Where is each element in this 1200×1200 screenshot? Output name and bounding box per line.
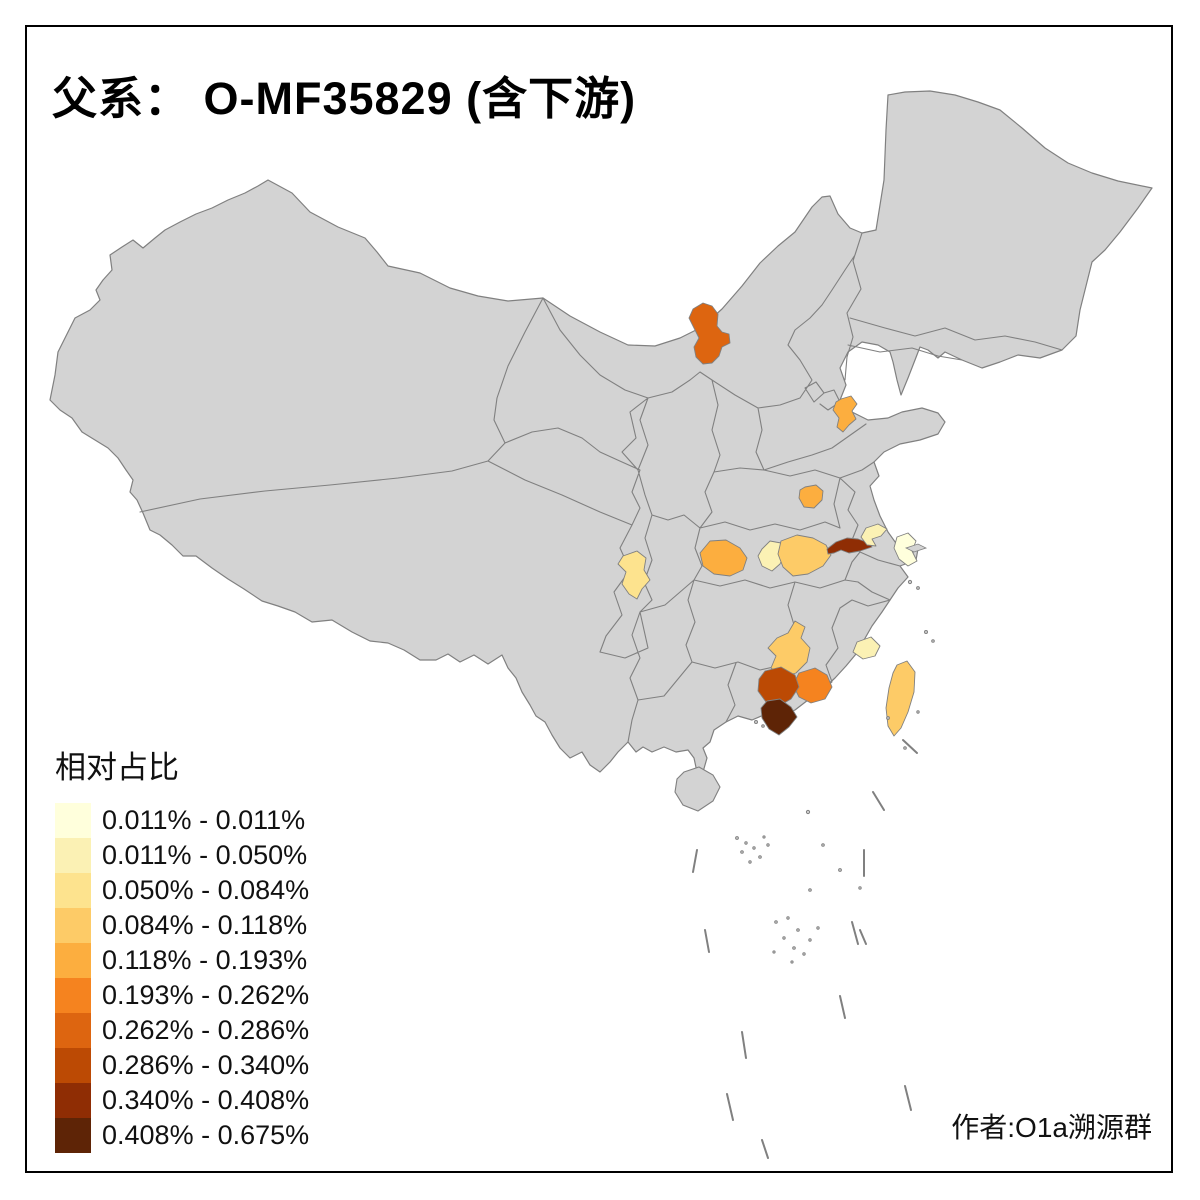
- legend-row: 0.286% - 0.340%: [55, 1048, 309, 1083]
- legend-label: 0.050% - 0.084%: [102, 875, 310, 905]
- legend-label: 0.084% - 0.118%: [102, 910, 308, 940]
- legend-swatch-1: [55, 838, 91, 873]
- legend-label: 0.340% - 0.408%: [102, 1085, 310, 1115]
- legend-row: 0.011% - 0.011%: [55, 803, 309, 838]
- legend-title: 相对占比: [55, 750, 179, 785]
- region-hubei-central: [777, 534, 832, 577]
- legend-swatch-8: [55, 1083, 91, 1118]
- region-shandong-central: [832, 395, 858, 433]
- legend-swatch-2: [55, 873, 91, 908]
- legend-label: 0.011% - 0.011%: [102, 805, 306, 835]
- author-credit: 作者:O1a溯源群: [951, 1112, 1152, 1143]
- legend-row: 0.193% - 0.262%: [55, 978, 309, 1013]
- legend-swatch-9: [55, 1118, 91, 1153]
- legend-swatch-5: [55, 978, 91, 1013]
- legend-label: 0.118% - 0.193%: [102, 945, 308, 975]
- legend-swatch-0: [55, 803, 91, 838]
- page-title: 父系： O-MF35829 (含下游): [52, 73, 637, 124]
- legend-swatch-3: [55, 908, 91, 943]
- region-chongqing: [617, 550, 651, 600]
- legend-label: 0.262% - 0.286%: [102, 1015, 310, 1045]
- region-guangdong-chaoshan: [760, 698, 798, 736]
- region-hubei-west: [757, 540, 786, 572]
- legend-row: 0.050% - 0.084%: [55, 873, 309, 908]
- legend-label: 0.408% - 0.675%: [102, 1120, 310, 1150]
- mainland-china: [49, 90, 1153, 773]
- hainan-island: [674, 766, 721, 812]
- sea-dash-line: [692, 739, 918, 1159]
- region-hubei-east: [826, 537, 873, 555]
- small-islands: [735, 543, 935, 964]
- legend-swatch-4: [55, 943, 91, 978]
- region-taiwan: [885, 660, 916, 737]
- legend-swatch-7: [55, 1048, 91, 1083]
- legend-label: 0.193% - 0.262%: [102, 980, 310, 1010]
- region-henan-central: [798, 484, 824, 509]
- legend-row: 0.340% - 0.408%: [55, 1083, 309, 1118]
- region-hubei-northwest: [699, 539, 748, 577]
- legend-swatch-6: [55, 1013, 91, 1048]
- legend-label: 0.286% - 0.340%: [102, 1050, 310, 1080]
- legend-label: 0.011% - 0.050%: [102, 840, 308, 870]
- region-jiangsu-south: [860, 523, 888, 547]
- region-shanghai-area: [893, 532, 918, 567]
- legend-row: 0.118% - 0.193%: [55, 943, 309, 978]
- region-inner-mongolia-central: [688, 302, 731, 365]
- province-borders: [139, 232, 1063, 743]
- region-fujian-coastal: [852, 636, 881, 660]
- legend-row: 0.408% - 0.675%: [55, 1118, 309, 1153]
- legend-row: 0.084% - 0.118%: [55, 908, 309, 943]
- legend: 相对占比 0.011% - 0.011% 0.011% - 0.050% 0.0…: [55, 742, 309, 1153]
- legend-row: 0.262% - 0.286%: [55, 1013, 309, 1048]
- legend-row: 0.011% - 0.050%: [55, 838, 309, 873]
